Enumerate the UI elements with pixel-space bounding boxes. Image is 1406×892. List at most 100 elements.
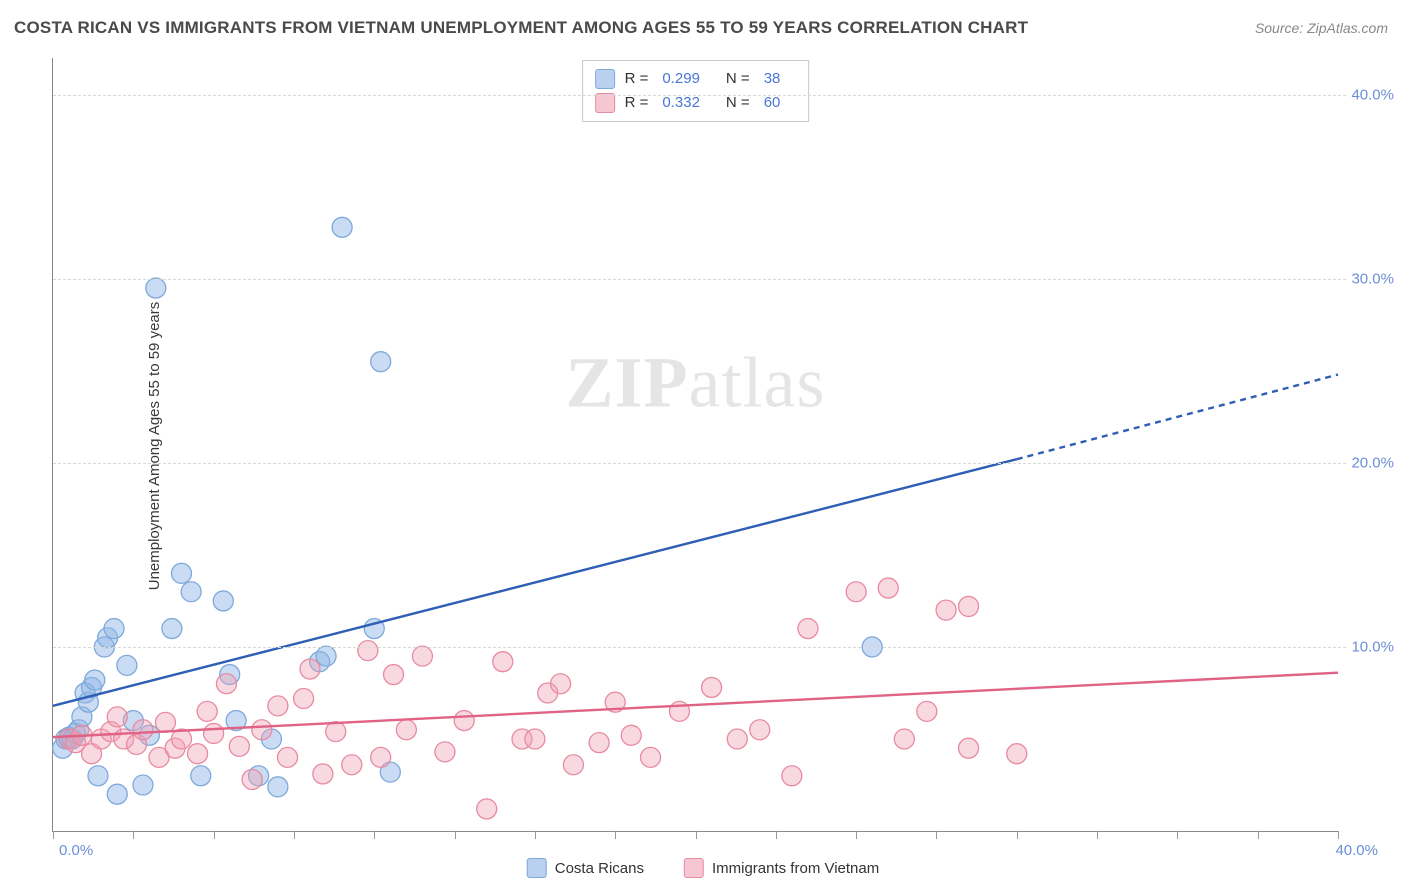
scatter-point <box>188 744 208 764</box>
regression-line <box>53 459 1017 706</box>
scatter-point <box>85 670 105 690</box>
scatter-point <box>621 725 641 745</box>
scatter-point <box>750 720 770 740</box>
scatter-point <box>146 278 166 298</box>
x-tick <box>696 831 697 839</box>
scatter-point <box>181 582 201 602</box>
chart-title: COSTA RICAN VS IMMIGRANTS FROM VIETNAM U… <box>14 18 1028 38</box>
x-tick <box>133 831 134 839</box>
scatter-point <box>213 591 233 611</box>
y-tick-label: 20.0% <box>1351 454 1394 471</box>
scatter-point <box>702 677 722 697</box>
x-tick <box>294 831 295 839</box>
scatter-point <box>371 352 391 372</box>
swatch-bottom-1 <box>684 858 704 878</box>
legend-item-0: Costa Ricans <box>527 858 644 878</box>
scatter-point <box>589 733 609 753</box>
gridline <box>53 463 1346 464</box>
scatter-point <box>191 766 211 786</box>
legend-label-0: Costa Ricans <box>555 860 644 877</box>
scatter-point <box>300 659 320 679</box>
y-tick-label: 40.0% <box>1351 86 1394 103</box>
y-tick-label: 30.0% <box>1351 270 1394 287</box>
x-tick <box>856 831 857 839</box>
x-tick <box>535 831 536 839</box>
x-tick-start: 0.0% <box>59 842 93 859</box>
scatter-point <box>268 696 288 716</box>
y-tick-label: 10.0% <box>1351 638 1394 655</box>
scatter-point <box>332 217 352 237</box>
scatter-point <box>107 707 127 727</box>
gridline <box>53 647 1346 648</box>
scatter-point <box>216 674 236 694</box>
scatter-point <box>798 619 818 639</box>
scatter-point <box>727 729 747 749</box>
legend-label-1: Immigrants from Vietnam <box>712 860 879 877</box>
scatter-point <box>396 720 416 740</box>
scatter-point <box>133 775 153 795</box>
scatter-point <box>412 646 432 666</box>
scatter-point <box>1007 744 1027 764</box>
scatter-point <box>959 738 979 758</box>
chart-container: COSTA RICAN VS IMMIGRANTS FROM VIETNAM U… <box>0 0 1406 892</box>
source-citation: Source: ZipAtlas.com <box>1255 20 1388 36</box>
scatter-svg <box>53 58 1338 831</box>
x-tick <box>214 831 215 839</box>
scatter-point <box>342 755 362 775</box>
scatter-point <box>107 784 127 804</box>
scatter-point <box>477 799 497 819</box>
x-tick <box>53 831 54 839</box>
scatter-point <box>117 655 137 675</box>
gridline <box>53 279 1346 280</box>
scatter-point <box>435 742 455 762</box>
scatter-point <box>133 720 153 740</box>
x-tick <box>374 831 375 839</box>
scatter-point <box>172 563 192 583</box>
scatter-point <box>959 596 979 616</box>
bottom-legend: Costa Ricans Immigrants from Vietnam <box>527 858 879 878</box>
scatter-point <box>525 729 545 749</box>
scatter-point <box>204 723 224 743</box>
scatter-point <box>454 711 474 731</box>
scatter-point <box>551 674 571 694</box>
scatter-point <box>316 646 336 666</box>
plot-area: ZIPatlas R = 0.299 N = 38 R = 0.332 N = … <box>52 58 1338 832</box>
scatter-point <box>493 652 513 672</box>
scatter-point <box>936 600 956 620</box>
scatter-point <box>358 641 378 661</box>
gridline <box>53 95 1346 96</box>
x-tick <box>1338 831 1339 839</box>
scatter-point <box>894 729 914 749</box>
scatter-point <box>641 747 661 767</box>
scatter-point <box>252 720 272 740</box>
scatter-point <box>229 736 249 756</box>
x-tick <box>1177 831 1178 839</box>
legend-item-1: Immigrants from Vietnam <box>684 858 879 878</box>
scatter-point <box>242 769 262 789</box>
scatter-point <box>782 766 802 786</box>
scatter-point <box>326 722 346 742</box>
scatter-point <box>917 701 937 721</box>
swatch-bottom-0 <box>527 858 547 878</box>
scatter-point <box>268 777 288 797</box>
scatter-point <box>104 619 124 639</box>
x-tick <box>455 831 456 839</box>
scatter-point <box>563 755 583 775</box>
regression-line <box>53 673 1338 737</box>
scatter-point <box>294 688 314 708</box>
scatter-point <box>878 578 898 598</box>
scatter-point <box>162 619 182 639</box>
scatter-point <box>371 747 391 767</box>
x-tick <box>1258 831 1259 839</box>
x-tick <box>936 831 937 839</box>
scatter-point <box>278 747 298 767</box>
scatter-point <box>88 766 108 786</box>
scatter-point <box>846 582 866 602</box>
scatter-point <box>313 764 333 784</box>
x-tick-end: 40.0% <box>1335 842 1378 859</box>
x-tick <box>615 831 616 839</box>
regression-line-extrapolated <box>1017 375 1338 460</box>
x-tick <box>776 831 777 839</box>
x-tick <box>1017 831 1018 839</box>
scatter-point <box>155 712 175 732</box>
